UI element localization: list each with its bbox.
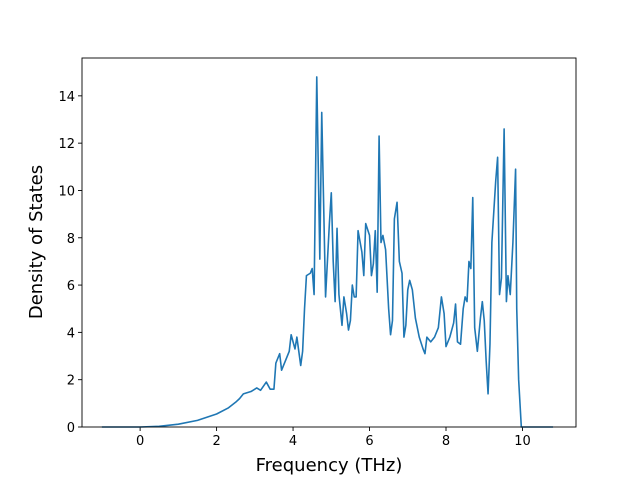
y-tick-label: 2: [67, 374, 75, 389]
y-tick-label: 12: [58, 137, 75, 152]
y-tick-label: 10: [58, 184, 75, 199]
y-tick-label: 8: [67, 232, 75, 247]
x-tick-label: 0: [136, 434, 144, 449]
y-tick-label: 14: [58, 90, 75, 105]
x-tick-label: 10: [514, 434, 531, 449]
x-tick-label: 4: [289, 434, 297, 449]
x-tick-label: 8: [442, 434, 450, 449]
y-tick-label: 4: [67, 326, 75, 341]
dos-line: [101, 76, 554, 428]
x-tick-label: 6: [365, 434, 373, 449]
y-axis-label: Density of States: [26, 165, 47, 319]
x-tick-label: 2: [212, 434, 220, 449]
y-tick-label: 0: [67, 421, 75, 436]
plot-frame: [81, 57, 577, 428]
x-axis-label: Frequency (THz): [256, 455, 403, 476]
y-tick-label: 6: [67, 279, 75, 294]
